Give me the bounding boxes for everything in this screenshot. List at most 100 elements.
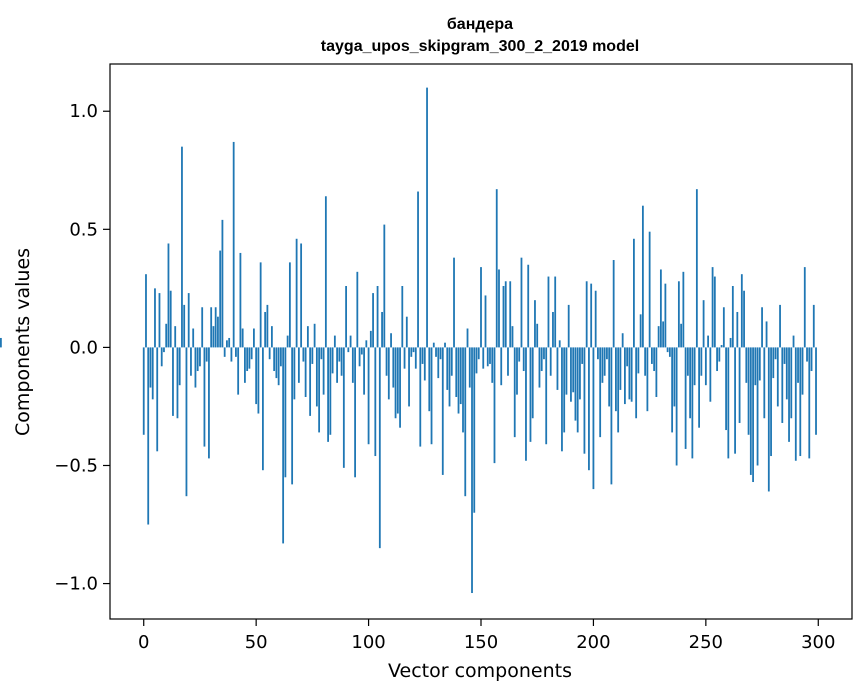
bar-149 bbox=[477, 347, 480, 360]
bar-150 bbox=[480, 267, 482, 348]
bar-0 bbox=[142, 347, 145, 435]
bar-99 bbox=[365, 340, 368, 348]
bar-294 bbox=[803, 267, 806, 348]
bar-217 bbox=[630, 347, 633, 402]
bar-36 bbox=[223, 347, 226, 357]
bar-123 bbox=[419, 347, 422, 447]
bar-151 bbox=[482, 347, 485, 369]
bar-261 bbox=[729, 337, 732, 348]
bar-200 bbox=[592, 347, 595, 490]
bar-251 bbox=[707, 335, 709, 348]
bar-256 bbox=[718, 347, 721, 362]
bar-170 bbox=[525, 347, 527, 461]
bar-undefined bbox=[0, 337, 2, 348]
y-tick-label: 0.0 bbox=[69, 337, 98, 358]
bar-98 bbox=[363, 347, 365, 395]
bar-44 bbox=[241, 328, 244, 348]
bar-83 bbox=[329, 347, 332, 435]
bar-169 bbox=[522, 347, 525, 372]
bar-63 bbox=[284, 347, 287, 478]
bar-107 bbox=[383, 224, 386, 348]
bar-214 bbox=[624, 347, 626, 405]
bar-194 bbox=[579, 347, 581, 400]
bar-52 bbox=[259, 262, 262, 348]
bar-128 bbox=[430, 347, 433, 445]
bar-129 bbox=[432, 342, 435, 348]
bar-173 bbox=[531, 347, 534, 419]
bar-85 bbox=[333, 335, 336, 348]
bar-109 bbox=[387, 347, 390, 400]
bar-293 bbox=[801, 347, 804, 395]
bar-114 bbox=[399, 347, 401, 428]
x-tick-label: 50 bbox=[245, 632, 268, 653]
bar-204 bbox=[601, 347, 604, 383]
bar-212 bbox=[619, 347, 622, 390]
bar-278 bbox=[767, 347, 770, 492]
bar-106 bbox=[381, 311, 383, 348]
bar-225 bbox=[648, 231, 651, 348]
bar-189 bbox=[567, 304, 570, 348]
bar-48 bbox=[250, 347, 253, 360]
bar-14 bbox=[174, 326, 177, 348]
bar-180 bbox=[547, 276, 550, 348]
bar-277 bbox=[765, 321, 768, 348]
bar-181 bbox=[549, 347, 552, 376]
bar-54 bbox=[264, 311, 267, 348]
bar-84 bbox=[331, 347, 334, 374]
bar-223 bbox=[644, 347, 647, 376]
bar-50 bbox=[255, 347, 258, 405]
bar-15 bbox=[176, 347, 179, 419]
bar-237 bbox=[675, 347, 678, 466]
bar-7 bbox=[158, 293, 161, 348]
bar-77 bbox=[315, 347, 318, 407]
bar-25 bbox=[199, 347, 201, 367]
bar-143 bbox=[464, 347, 467, 497]
bar-119 bbox=[410, 347, 413, 357]
bar-103 bbox=[374, 347, 377, 457]
bar-183 bbox=[554, 276, 557, 348]
bar-148 bbox=[475, 347, 478, 374]
bar-8 bbox=[160, 347, 163, 367]
bar-295 bbox=[806, 347, 808, 362]
bar-160 bbox=[502, 286, 505, 348]
bar-191 bbox=[572, 347, 575, 393]
bar-234 bbox=[668, 347, 671, 357]
bar-253 bbox=[711, 267, 714, 348]
bar-79 bbox=[320, 347, 323, 360]
y-tick-label: 1.0 bbox=[69, 101, 98, 122]
bar-90 bbox=[345, 286, 347, 348]
bar-35 bbox=[221, 219, 224, 348]
bar-56 bbox=[268, 347, 271, 360]
bar-59 bbox=[275, 347, 278, 379]
bar-45 bbox=[244, 347, 246, 383]
bar-112 bbox=[394, 347, 397, 419]
bar-147 bbox=[473, 347, 476, 513]
bar-21 bbox=[190, 347, 192, 376]
y-tick-label: −1.0 bbox=[54, 574, 98, 595]
bar-3 bbox=[149, 347, 152, 388]
bar-2 bbox=[147, 347, 150, 525]
bar-108 bbox=[385, 347, 388, 376]
bar-255 bbox=[716, 347, 718, 372]
bar-163 bbox=[509, 281, 512, 348]
bar-133 bbox=[441, 347, 444, 475]
x-tick-label: 150 bbox=[464, 632, 498, 653]
bar-136 bbox=[448, 347, 451, 407]
bar-222 bbox=[641, 205, 644, 348]
bar-205 bbox=[603, 347, 606, 376]
bar-272 bbox=[754, 347, 757, 386]
bar-299 bbox=[815, 347, 817, 435]
bar-275 bbox=[761, 307, 763, 348]
bar-1 bbox=[145, 274, 147, 348]
bar-250 bbox=[704, 347, 707, 386]
bar-184 bbox=[556, 347, 559, 390]
bar-227 bbox=[653, 347, 656, 372]
bar-167 bbox=[518, 347, 521, 362]
bar-164 bbox=[511, 326, 514, 348]
bar-110 bbox=[390, 333, 392, 348]
bar-145 bbox=[468, 347, 471, 388]
bar-140 bbox=[457, 347, 460, 414]
bar-131 bbox=[437, 347, 440, 379]
bar-26 bbox=[201, 307, 204, 348]
bar-224 bbox=[646, 347, 649, 412]
